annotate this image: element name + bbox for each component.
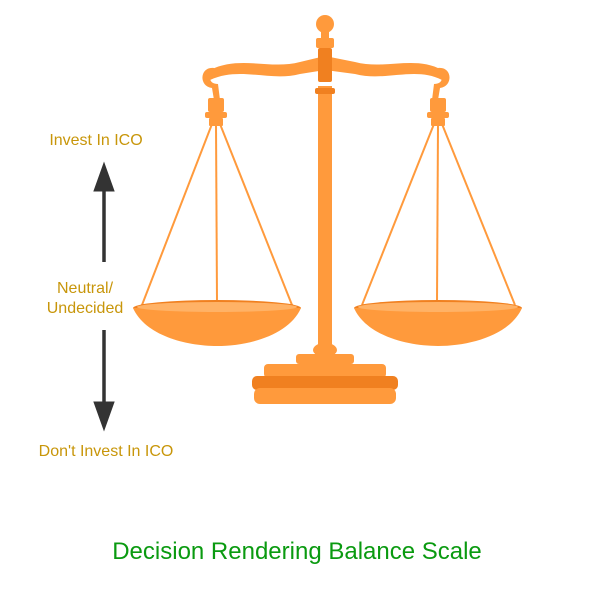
arrow-down-head <box>93 401 115 432</box>
right-pan <box>354 300 522 346</box>
invest-label: Invest In ICO <box>49 132 143 149</box>
scale-column <box>318 86 332 348</box>
column-ring <box>315 88 335 94</box>
left-hook <box>202 67 220 100</box>
right-hook <box>432 67 450 100</box>
neutral-label: Neutral/ Undecided <box>18 279 152 319</box>
left-hanger <box>205 98 227 126</box>
left-pan-strings <box>141 123 293 306</box>
column-knot <box>313 343 337 357</box>
decision-arrow <box>93 161 115 432</box>
diagram-caption: Decision Rendering Balance Scale <box>112 538 482 565</box>
scale-finial <box>316 15 334 82</box>
right-pan-strings <box>361 123 516 306</box>
neutral-label-line2: Undecided <box>46 300 124 317</box>
neutral-label-line1: Neutral/ <box>56 280 114 297</box>
left-pan <box>133 300 301 346</box>
scale-base <box>252 354 398 404</box>
balance-scale-icon <box>133 15 522 404</box>
arrow-up-head <box>93 161 115 192</box>
dont-invest-label: Don't Invest In ICO <box>38 443 174 460</box>
right-hanger <box>427 98 449 126</box>
